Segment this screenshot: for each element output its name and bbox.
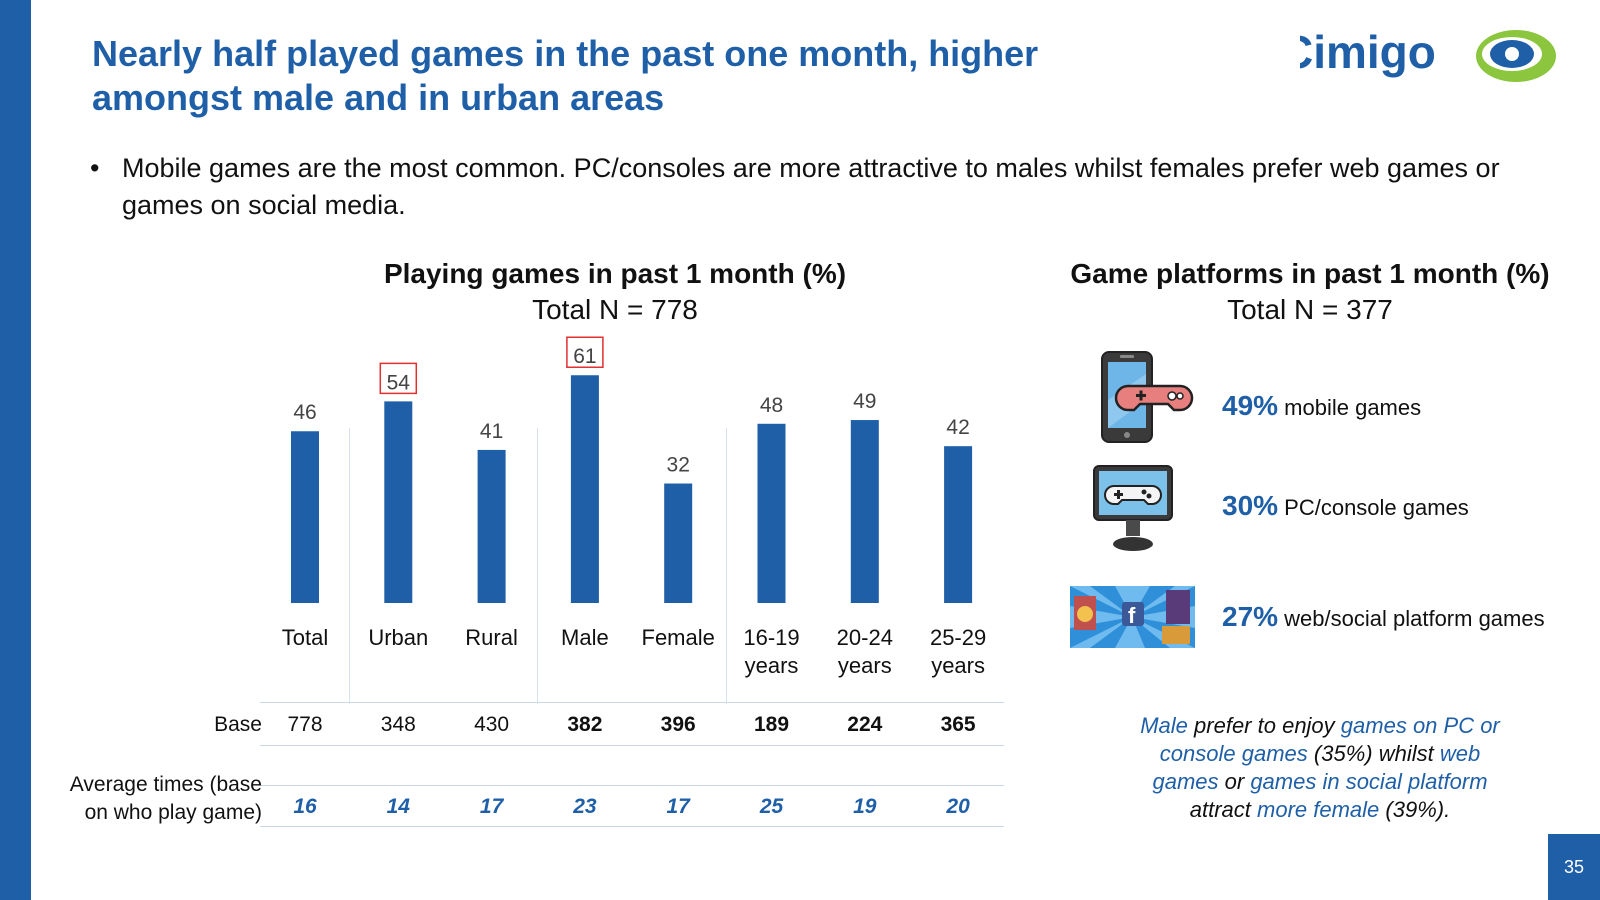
data-label-25-29-years: 42 [946, 416, 969, 439]
base-value: 224 [847, 713, 883, 736]
note-part-6: or [1218, 769, 1251, 794]
base-value: 396 [660, 713, 696, 736]
highlight-box-urban [379, 362, 418, 395]
platforms-title-main: Game platforms in past 1 month (%) [1070, 258, 1550, 289]
chart-subtitle: Total N = 778 [532, 294, 698, 325]
platforms-title: Game platforms in past 1 month (%) Total… [1020, 256, 1600, 328]
category-label: Male [561, 625, 609, 650]
base-value: 430 [474, 713, 510, 736]
base-value: 348 [380, 713, 416, 736]
avg-row-label: Average times (base on who play game) [69, 773, 262, 824]
category-label: Female [641, 625, 715, 650]
category-label: Rural [465, 625, 518, 650]
note-part-2: prefer to enjoy [1187, 713, 1341, 738]
avg-value: 17 [479, 795, 504, 818]
bullet-text: Mobile games are the most common. PC/con… [122, 153, 1500, 220]
platform-label: PC/console games [1278, 495, 1469, 520]
note-part-8: attract [1189, 797, 1258, 822]
platform-item: 30% PC/console games [1222, 490, 1469, 522]
avg-value: 23 [573, 795, 597, 818]
data-label-urban: 54 [387, 371, 411, 394]
bar-male [570, 375, 599, 603]
data-label-female: 32 [667, 454, 690, 477]
bar-chart: 46 54 41 61 32 48 49 42 [291, 336, 973, 603]
social-games-icon: f [1070, 586, 1195, 648]
mobile-gamepad-icon [1101, 351, 1194, 443]
base-value: 382 [567, 713, 603, 736]
avg-value: 20 [946, 795, 970, 818]
platform-label: mobile games [1278, 395, 1422, 420]
svg-text:Cimigo: Cimigo [1300, 26, 1436, 78]
platform-percent: 30% [1222, 490, 1279, 521]
note-part-3: games on PC or console games [1159, 713, 1500, 766]
platform-label: web/social platform games [1278, 606, 1545, 631]
avg-value: 16 [293, 795, 317, 818]
cimigo-logo: Cimigo [1300, 26, 1556, 82]
bar-rural [477, 449, 506, 603]
table-line-top [260, 702, 1004, 703]
category-label: 16-19 years [743, 625, 800, 678]
separator-3 [726, 428, 727, 704]
platforms-subtitle: Total N = 377 [1227, 294, 1393, 325]
note-part-7: games in social platform [1250, 769, 1488, 794]
bar-16-19-years [757, 423, 786, 603]
platform-item: 27% web/social platform games [1222, 601, 1545, 633]
separator-1 [349, 428, 350, 704]
bar-urban [384, 401, 413, 603]
category-label: 20-24 years [836, 625, 893, 678]
data-label-16-19-years: 48 [760, 394, 783, 417]
chart-title-main: Playing games in past 1 month (%) [383, 258, 847, 289]
base-value: 189 [753, 713, 790, 736]
note-part-1: Male [1140, 713, 1188, 738]
bar-25-29-years [944, 446, 973, 603]
base-value: 365 [940, 713, 976, 736]
data-label-20-24-years: 49 [853, 390, 876, 413]
left-accent-bar [0, 0, 31, 900]
svg-text:f: f [1128, 603, 1136, 628]
avg-value: 19 [853, 795, 877, 818]
monitor-gamepad-icon [1093, 465, 1173, 551]
data-label-male: 61 [573, 345, 596, 368]
platform-item: 49% mobile games [1222, 390, 1421, 422]
highlight-box-male [566, 336, 604, 368]
base-row-label: Base [214, 713, 262, 736]
category-label: 25-29 years [929, 625, 987, 678]
bullet-dot-icon: • [90, 153, 100, 183]
page-title: Nearly half played games in the past one… [92, 33, 1039, 118]
bar-20-24-years [850, 420, 879, 603]
note-part-4: (35%) whilst [1307, 741, 1440, 766]
avg-value: 25 [759, 795, 784, 818]
page-number: 35 [1548, 834, 1600, 900]
bar-female [664, 483, 693, 603]
category-label: Total [281, 625, 329, 650]
category-label: Urban [368, 625, 429, 650]
chart-title: Playing games in past 1 month (%) Total … [300, 256, 930, 328]
bar-total [291, 431, 319, 603]
data-label-rural: 41 [480, 420, 503, 443]
base-value: 778 [287, 713, 323, 736]
table-line-bottom [260, 826, 1004, 827]
note-part-10: (39%). [1379, 797, 1451, 822]
note-part-9: more female [1257, 797, 1380, 822]
separator-2 [537, 428, 538, 704]
platform-percent: 49% [1222, 390, 1279, 421]
platform-percent: 27% [1222, 601, 1279, 632]
data-label-total: 46 [293, 401, 316, 424]
logo-eye-icon [1476, 30, 1556, 82]
avg-value: 14 [386, 795, 410, 818]
insight-note: Male prefer to enjoy games on PC or cons… [1130, 712, 1510, 824]
table-line-mid [260, 745, 1004, 746]
note-part-5: web games [1152, 741, 1481, 794]
avg-value: 17 [666, 795, 690, 818]
table-line-avg-top [260, 785, 1004, 786]
